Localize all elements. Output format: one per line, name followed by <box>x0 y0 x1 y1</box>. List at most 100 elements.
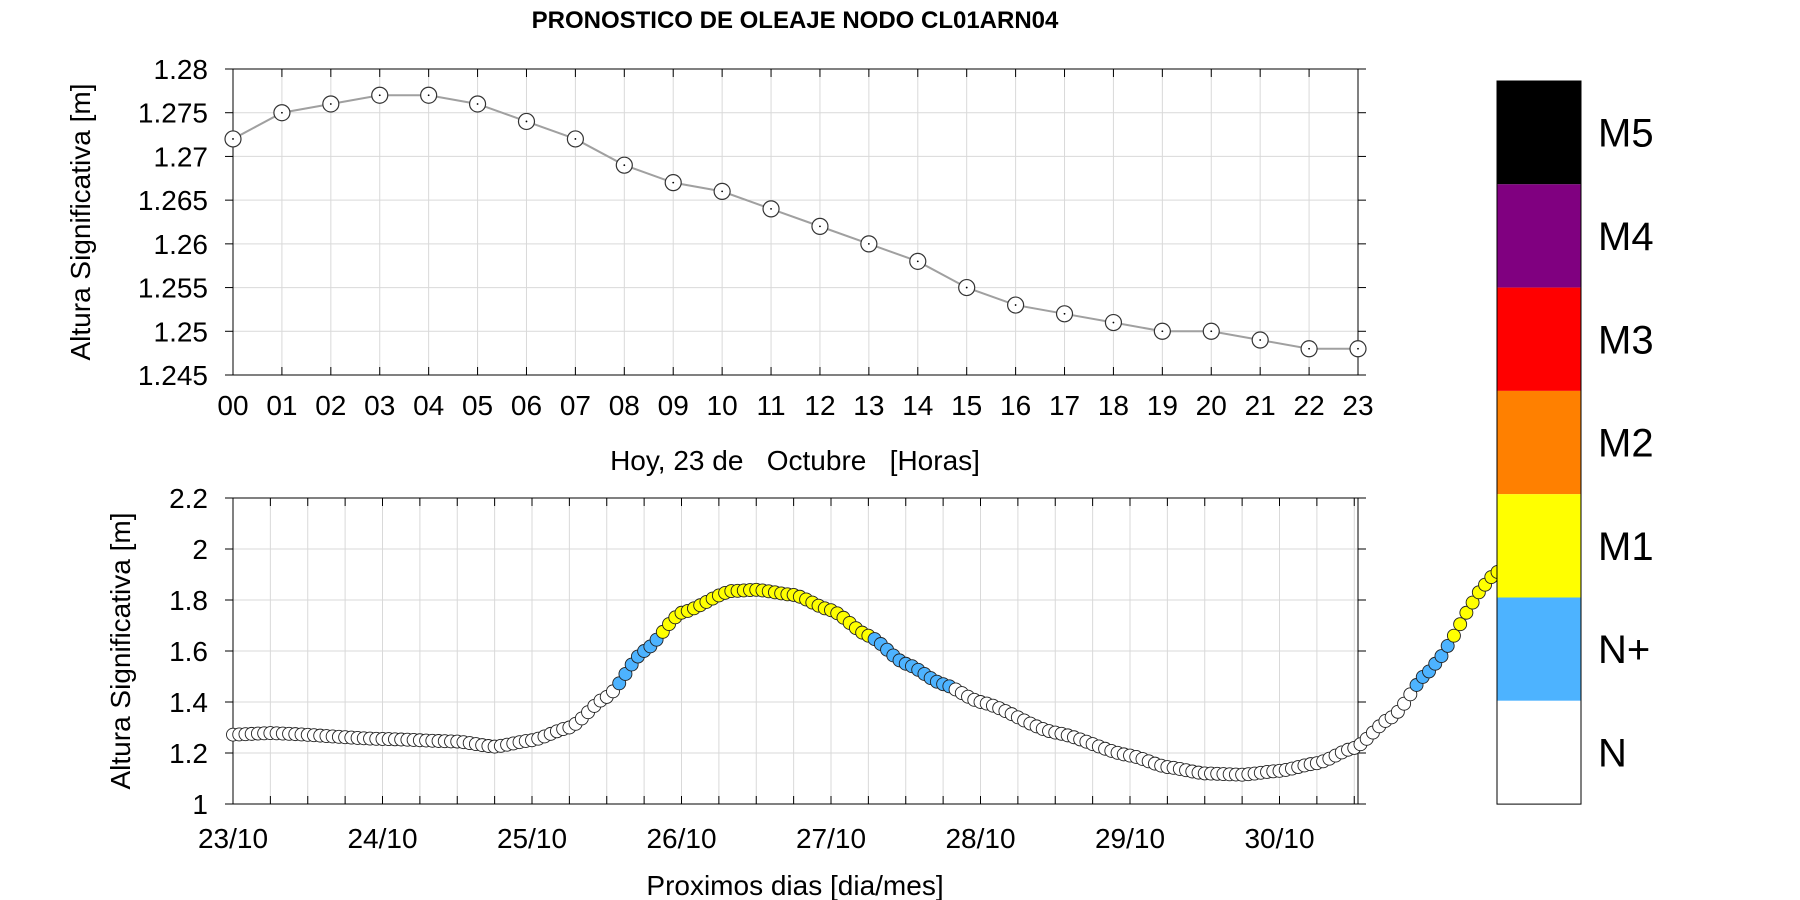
top-plot-frame <box>232 68 1359 376</box>
bottom-x-tick-label: 27/10 <box>796 823 866 854</box>
legend-swatch <box>1497 390 1581 495</box>
top-data-point-center <box>378 94 381 97</box>
top-data-point-center <box>574 138 577 140</box>
legend-swatch <box>1497 81 1581 185</box>
top-data-point-center <box>476 103 479 105</box>
top-series-line <box>232 94 1358 350</box>
top-x-tick-label: 00 <box>217 390 248 421</box>
top-y-tick-label: 1.27 <box>154 141 209 172</box>
top-x-tick-label: 15 <box>951 390 982 421</box>
top-y-tick-label: 1.245 <box>138 360 208 391</box>
legend-label: N+ <box>1598 628 1650 672</box>
top-x-tick-label: 06 <box>511 390 542 421</box>
top-data-point-center <box>1259 339 1262 341</box>
bottom-data-point <box>1446 628 1461 643</box>
top-x-tick-label: 02 <box>315 390 346 421</box>
hourly-forecast-chart: 00 01 02 03 04 05 06 07 08 09 10 11 12 13 14 15 16 17 18 19… <box>65 54 1374 476</box>
bottom-x-tick-label: 25/10 <box>497 823 567 854</box>
bottom-x-axis-label: Proximos dias [dia/mes] <box>646 870 943 900</box>
top-data-point-center <box>1161 330 1164 333</box>
legend-swatch <box>1497 184 1581 288</box>
top-data-point-center <box>916 260 919 263</box>
top-data-point-center <box>770 207 772 210</box>
bottom-y-tick-label: 2 <box>192 534 208 565</box>
top-x-tick-label: 22 <box>1294 390 1325 421</box>
top-data-point-center <box>819 225 821 228</box>
legend-frame <box>1496 80 1582 805</box>
bottom-x-tick-label: 23/10 <box>198 823 268 854</box>
top-data-point-center <box>721 190 724 193</box>
top-y-tick-label: 1.26 <box>154 229 209 260</box>
top-data-point-center <box>867 242 870 245</box>
sea-state-colorbar-legend: M5 M4 M3 M2 M1 N+ N <box>1496 80 1654 805</box>
bottom-x-tick-label: 26/10 <box>646 823 716 854</box>
bottom-data-point <box>1465 595 1480 610</box>
top-x-tick-label: 21 <box>1245 390 1276 421</box>
top-x-tick-label: 20 <box>1196 390 1227 421</box>
legend-swatch <box>1497 494 1581 598</box>
bottom-y-tick-label: 1 <box>192 789 208 820</box>
top-x-tick-label: 05 <box>462 390 493 421</box>
top-data-point-center <box>1112 321 1115 324</box>
top-data-point-center <box>1308 347 1310 350</box>
top-data-point-center <box>623 164 626 167</box>
bottom-data-point <box>1459 605 1474 620</box>
daily-forecast-chart: 23/10 24/10 25/10 26/10 27/10 28/10 29/10 30/10… <box>105 483 1555 900</box>
legend-label: M4 <box>1598 215 1654 259</box>
top-x-tick-label: 10 <box>707 390 738 421</box>
top-data-point-center <box>427 94 430 97</box>
top-y-tick-label: 1.255 <box>138 273 208 304</box>
legend-label: M3 <box>1598 318 1654 362</box>
top-data-point-center <box>329 103 332 105</box>
bottom-data-point <box>1453 617 1468 632</box>
top-x-axis-label: Hoy, 23 de Octubre [Horas] <box>610 445 980 476</box>
chart-title: PRONOSTICO DE OLEAJE NODO CL01ARN04 <box>532 7 1059 34</box>
legend-swatch <box>1497 700 1581 805</box>
top-y-tick-label: 1.28 <box>154 54 209 85</box>
bottom-y-axis-label: Altura Significativa [m] <box>105 513 136 790</box>
top-data-point-center <box>1357 347 1359 350</box>
bottom-y-tick-label: 1.8 <box>169 585 208 616</box>
top-data-point-center <box>672 181 675 184</box>
top-x-tick-label: 09 <box>658 390 689 421</box>
top-data-point-center <box>1210 330 1213 333</box>
top-data-point-center <box>965 286 968 289</box>
top-x-tick-label: 01 <box>266 390 297 421</box>
bottom-data-point <box>1440 638 1455 653</box>
top-data-point-center <box>281 111 283 114</box>
top-x-tick-label: 18 <box>1098 390 1129 421</box>
top-x-tick-label: 04 <box>413 390 444 421</box>
top-y-tick-label: 1.25 <box>154 316 209 347</box>
legend-label: M1 <box>1598 525 1654 569</box>
top-x-tick-label: 17 <box>1049 390 1080 421</box>
top-data-point-center <box>1063 312 1066 315</box>
legend-label: M5 <box>1598 112 1654 156</box>
bottom-x-tick-label: 28/10 <box>945 823 1015 854</box>
top-y-tick-label: 1.275 <box>138 98 208 129</box>
bottom-y-tick-label: 2.2 <box>169 483 208 514</box>
bottom-y-tick-label: 1.6 <box>169 636 208 667</box>
top-x-tick-label: 16 <box>1000 390 1031 421</box>
top-x-tick-label: 03 <box>364 390 395 421</box>
top-x-tick-label: 11 <box>757 390 786 421</box>
top-x-tick-label: 13 <box>853 390 884 421</box>
legend-label: N <box>1598 731 1627 775</box>
top-x-tick-label: 07 <box>560 390 591 421</box>
bottom-y-tick-label: 1.2 <box>169 738 208 769</box>
legend-swatch <box>1497 597 1581 701</box>
top-x-tick-label: 14 <box>902 390 933 421</box>
top-y-tick-label: 1.265 <box>138 185 208 216</box>
top-y-axis-label: Altura Significativa [m] <box>65 84 96 361</box>
top-x-tick-label: 23 <box>1342 390 1373 421</box>
top-data-point-center <box>232 138 234 140</box>
top-data-point-center <box>525 120 528 123</box>
bottom-x-tick-label: 29/10 <box>1095 823 1165 854</box>
top-data-point-center <box>1014 304 1017 306</box>
bottom-y-tick-label: 1.4 <box>169 687 208 718</box>
bottom-data-point <box>1434 649 1449 664</box>
top-x-tick-label: 19 <box>1147 390 1178 421</box>
legend-swatch <box>1497 287 1581 391</box>
top-x-tick-label: 08 <box>609 390 640 421</box>
bottom-x-tick-label: 30/10 <box>1244 823 1314 854</box>
